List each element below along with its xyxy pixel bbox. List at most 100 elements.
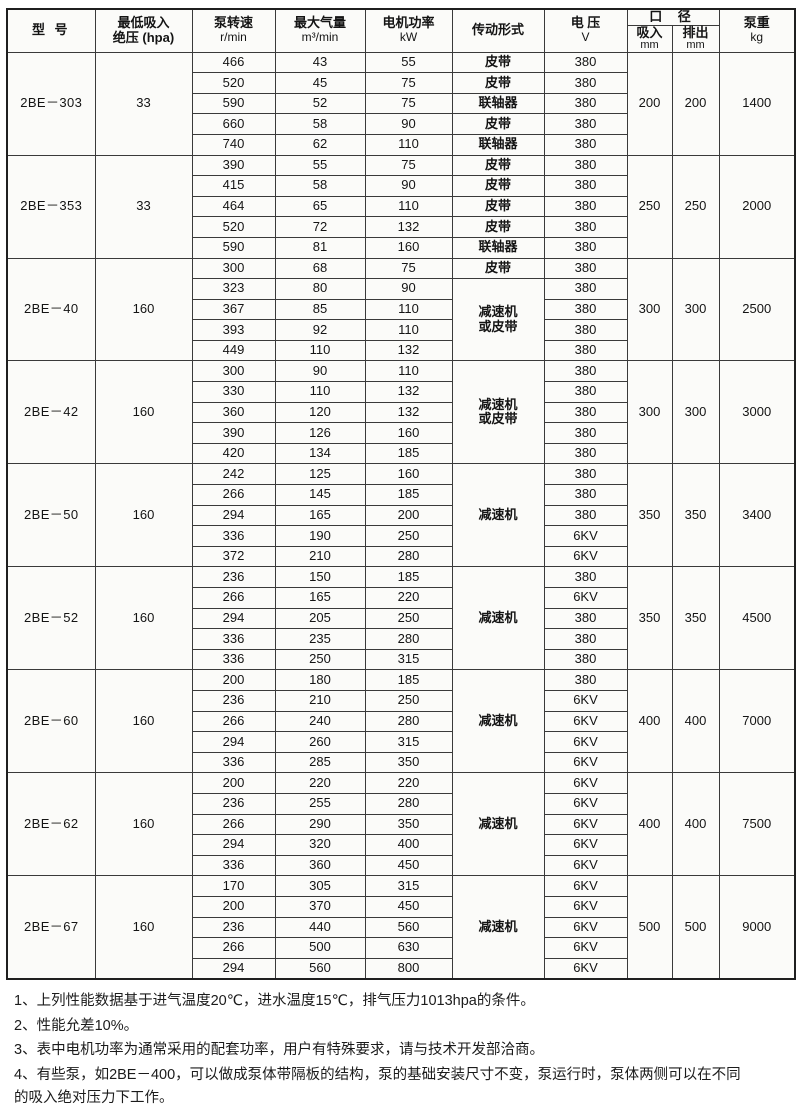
cell-model: 2BE－60	[6, 669, 96, 774]
cell-pump-weight: 7000	[718, 669, 796, 774]
cell-pump-speed: 294	[191, 731, 276, 753]
table-row: 266 145 185 380	[7, 484, 795, 506]
cell-pump-speed: 294	[191, 504, 276, 527]
table-row: 415 58 90 皮带 380	[7, 175, 795, 197]
drive-type-line-1: 减速机	[478, 396, 518, 412]
drive-type-line-1: 减速机	[478, 815, 518, 831]
cell-max-gas-volume: 72	[274, 216, 366, 238]
cell-motor-power: 450	[364, 895, 453, 918]
cell-voltage: 380	[543, 133, 628, 156]
cell-bore-discharge: 500	[671, 875, 720, 980]
cell-model: 2BE－52	[6, 566, 96, 671]
cell-min-suction-pressure: 160	[94, 463, 193, 568]
cell-drive-type: 皮带	[451, 113, 545, 135]
footnote-item: 3、表中电机功率为通常采用的配套功率，用户有特殊要求，请与技术开发部洽商。	[14, 1039, 794, 1062]
cell-pump-speed: 420	[191, 442, 276, 465]
cell-pump-speed: 520	[191, 72, 276, 94]
footnote-text: 2、性能允差10%。	[14, 1017, 139, 1034]
cell-pump-speed: 323	[191, 278, 276, 300]
cell-max-gas-volume: 110	[274, 339, 366, 362]
table-row: 266 290 350 6KV	[7, 813, 795, 836]
header-model: 型 号	[6, 8, 96, 53]
cell-max-gas-volume: 260	[274, 731, 366, 753]
cell-motor-power: 450	[364, 854, 453, 877]
cell-drive-type: 减速机 或皮带	[451, 278, 545, 362]
drive-type-line-1: 减速机	[478, 712, 518, 728]
cell-min-suction-pressure: 160	[94, 669, 193, 774]
header-motor-power: 电机功率 kW	[364, 8, 453, 53]
cell-drive-type: 减速机	[451, 772, 545, 877]
cell-motor-power: 185	[364, 669, 453, 691]
cell-voltage: 380	[543, 216, 628, 238]
drive-type-line-1: 减速机	[478, 918, 518, 934]
table-row: 660 58 90 皮带 380	[7, 113, 795, 135]
cell-max-gas-volume: 85	[274, 298, 366, 321]
cell-motor-power: 132	[364, 216, 453, 238]
table-row: 2BE－50 160 242 125 160 减速机 380 350 350 3400	[6, 463, 796, 568]
cell-drive-type: 皮带	[451, 51, 545, 74]
cell-min-suction-pressure: 160	[94, 772, 193, 877]
cell-max-gas-volume: 65	[274, 195, 366, 218]
cell-drive-type: 皮带	[451, 257, 545, 280]
cell-bore-discharge: 200	[671, 51, 720, 156]
table-row: 336 235 280 380	[7, 628, 795, 650]
cell-pump-speed: 200	[191, 669, 276, 691]
cell-model: 2BE－50	[6, 463, 96, 568]
footnote-item: 4、有些泵，如2BE－400，可以做成泵体带隔板的结构，泵的基础安装尺寸不变，泵…	[14, 1064, 794, 1111]
cell-pump-speed: 660	[191, 113, 276, 135]
cell-pump-speed: 294	[191, 607, 276, 630]
cell-drive-type: 联轴器	[451, 92, 545, 115]
cell-max-gas-volume: 165	[274, 504, 366, 527]
cell-voltage: 380	[543, 154, 628, 177]
cell-motor-power: 160	[364, 236, 453, 259]
cell-bore-discharge: 300	[671, 360, 720, 465]
cell-bore-discharge: 400	[671, 772, 720, 877]
cell-voltage: 380	[543, 422, 628, 444]
cell-max-gas-volume: 320	[274, 834, 366, 856]
cell-motor-power: 315	[364, 731, 453, 753]
cell-max-gas-volume: 240	[274, 710, 366, 733]
cell-voltage: 380	[543, 339, 628, 362]
cell-motor-power: 315	[364, 875, 453, 897]
cell-pump-weight: 3000	[718, 360, 796, 465]
cell-max-gas-volume: 235	[274, 628, 366, 650]
drive-type-line-1: 减速机	[478, 609, 518, 625]
cell-motor-power: 560	[364, 916, 453, 939]
cell-voltage: 6KV	[543, 792, 628, 815]
cell-max-gas-volume: 58	[274, 113, 366, 135]
cell-voltage: 380	[543, 360, 628, 383]
cell-voltage: 6KV	[543, 689, 628, 712]
cell-drive-type: 皮带	[451, 216, 545, 238]
cell-max-gas-volume: 120	[274, 401, 366, 424]
cell-model: 2BE－303	[6, 51, 96, 156]
table-row: 2BE－303 33 466 43 55 皮带 380 200 200 1400	[6, 51, 796, 156]
cell-voltage: 380	[543, 175, 628, 197]
cell-pump-weight: 3400	[718, 463, 796, 568]
table-row: 520 72 132 皮带 380	[7, 216, 795, 238]
cell-motor-power: 280	[364, 545, 453, 568]
cell-voltage: 380	[543, 381, 628, 403]
cell-voltage: 6KV	[543, 587, 628, 609]
spec-sheet-page: 型 号 最低吸入 绝压 (hpa) 泵转速 r/min 最大气量 m³/min …	[6, 8, 796, 1106]
header-bore-diameter-group: 口 径	[626, 8, 720, 26]
cell-max-gas-volume: 68	[274, 257, 366, 280]
cell-pump-speed: 466	[191, 51, 276, 74]
cell-motor-power: 250	[364, 607, 453, 630]
table-row: 336 190 250 6KV	[7, 525, 795, 547]
header-pump-weight: 泵重 kg	[718, 8, 796, 53]
cell-bore-suction: 200	[626, 51, 673, 156]
cell-voltage: 380	[543, 298, 628, 321]
table-row: 740 62 110 联轴器 380	[7, 133, 795, 156]
table-row: 390 126 160 380	[7, 422, 795, 444]
cell-motor-power: 280	[364, 628, 453, 650]
cell-voltage: 380	[543, 195, 628, 218]
cell-voltage: 6KV	[543, 937, 628, 959]
cell-bore-suction: 400	[626, 669, 673, 774]
table-row: 236 210 250 6KV	[7, 689, 795, 712]
cell-max-gas-volume: 45	[274, 72, 366, 94]
cell-max-gas-volume: 220	[274, 772, 366, 794]
cell-motor-power: 75	[364, 72, 453, 94]
cell-min-suction-pressure: 160	[94, 360, 193, 465]
cell-voltage: 6KV	[543, 875, 628, 897]
cell-pump-speed: 236	[191, 566, 276, 589]
